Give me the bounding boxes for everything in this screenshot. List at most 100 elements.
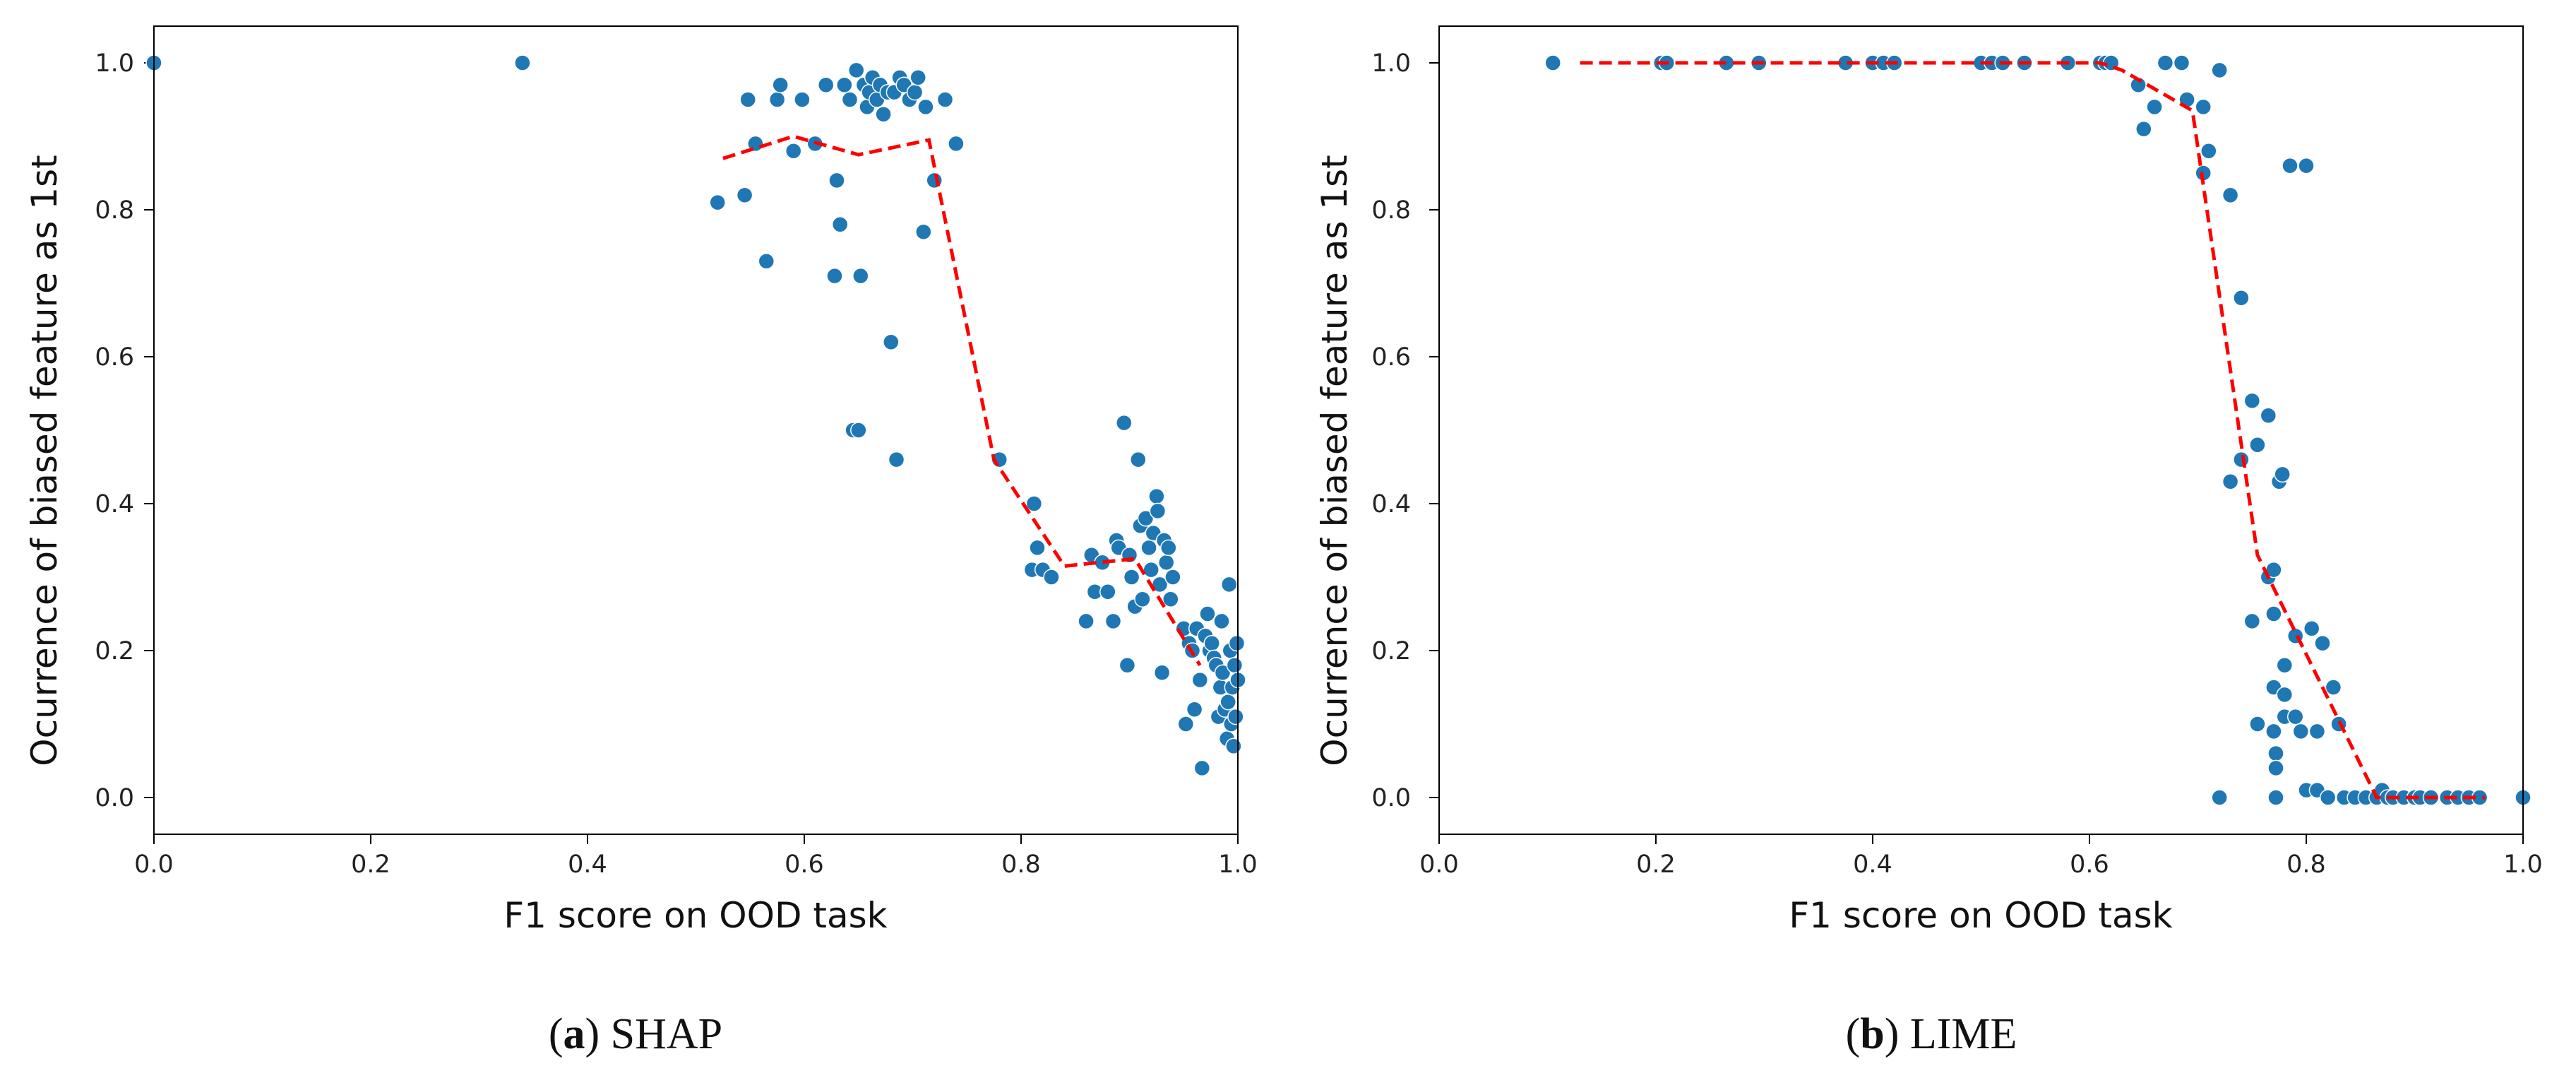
data-point xyxy=(2265,605,2282,622)
data-point xyxy=(2265,723,2282,740)
data-point xyxy=(1149,502,1167,520)
plot-frame xyxy=(1438,25,2524,835)
x-tick-label: 0.8 xyxy=(2286,850,2326,879)
x-tick-labels: 0.0 0.2 0.4 0.6 0.8 1.0 xyxy=(134,850,1258,879)
data-point xyxy=(514,54,531,71)
data-point xyxy=(2276,657,2294,674)
data-point xyxy=(1130,451,1147,468)
x-axis-label: F1 score on OOD task xyxy=(503,895,887,936)
data-point xyxy=(2130,76,2147,93)
data-point xyxy=(836,76,853,93)
data-point xyxy=(1099,583,1116,600)
data-point xyxy=(1123,569,1140,586)
y-tick-label: 0.8 xyxy=(1371,196,1411,225)
data-point xyxy=(1191,671,1209,689)
plot-frame xyxy=(153,25,1239,835)
data-point xyxy=(2303,620,2320,637)
data-point xyxy=(2267,745,2284,762)
y-tick-label: 1.0 xyxy=(95,49,134,78)
data-point xyxy=(2233,451,2250,468)
data-point xyxy=(2276,686,2294,704)
data-point xyxy=(1078,612,1095,630)
data-point xyxy=(1153,664,1171,681)
x-axis-label: F1 score on OOD task xyxy=(1789,895,2172,936)
y-ticks xyxy=(144,62,154,798)
data-point xyxy=(917,98,934,116)
y-tick-label: 0.8 xyxy=(95,196,134,225)
y-tick-label: 0.6 xyxy=(1371,343,1411,372)
caption-paren-close: ) xyxy=(585,1010,610,1058)
data-point xyxy=(2298,157,2315,174)
caption-title: LIME xyxy=(1910,1010,2017,1058)
trend-polyline xyxy=(1580,61,2486,800)
data-point xyxy=(828,172,845,189)
data-point xyxy=(852,267,869,285)
data-point xyxy=(709,194,726,211)
data-point xyxy=(1137,510,1155,527)
data-point xyxy=(2274,466,2291,483)
trend-polyline xyxy=(722,134,1202,667)
data-point xyxy=(1214,664,1232,681)
data-point xyxy=(2292,723,2310,740)
data-point xyxy=(768,91,786,108)
data-point xyxy=(948,135,965,153)
data-point xyxy=(2135,120,2152,138)
x-tick-label: 0.2 xyxy=(351,850,390,879)
data-point xyxy=(758,253,775,270)
data-point xyxy=(2319,789,2337,806)
data-point xyxy=(1148,487,1165,505)
scatter-points xyxy=(1544,54,2532,806)
x-tick-label: 0.0 xyxy=(1419,850,1459,879)
data-point xyxy=(1116,414,1133,432)
y-tick-label: 0.2 xyxy=(95,637,134,665)
data-point xyxy=(1186,701,1203,718)
data-point xyxy=(2157,54,2174,71)
y-axis-label: Ocurrence of biased feature as 1st xyxy=(24,155,65,766)
data-point xyxy=(1119,657,1136,674)
data-point xyxy=(1225,737,1242,754)
data-point xyxy=(1157,554,1175,571)
x-tick-labels: 0.0 0.2 0.4 0.6 0.8 1.0 xyxy=(1419,850,2543,879)
x-tick-label: 0.8 xyxy=(1001,850,1041,879)
data-point xyxy=(747,135,764,153)
data-point xyxy=(1227,708,1244,725)
data-point xyxy=(1228,634,1246,652)
y-axis-label: Ocurrence of biased feature as 1st xyxy=(1314,155,1355,766)
y-tick-label: 0.4 xyxy=(1371,490,1411,518)
data-point xyxy=(1143,561,1159,579)
data-point xyxy=(841,91,859,108)
data-point xyxy=(2260,407,2277,424)
x-ticks xyxy=(1438,834,2524,844)
panel-shap: Ocurrence of biased feature as 1st 0.0 0… xyxy=(24,25,1258,1058)
y-tick-label: 0.0 xyxy=(1371,784,1411,812)
data-point xyxy=(2222,186,2239,203)
data-point xyxy=(1029,539,1046,557)
data-point xyxy=(936,91,954,108)
y-tick-label: 0.0 xyxy=(95,784,134,812)
caption-letter: b xyxy=(1860,1010,1884,1058)
data-point xyxy=(1226,657,1244,674)
data-point xyxy=(817,76,835,93)
data-point xyxy=(2146,98,2163,116)
y-tick-labels: 0.0 0.2 0.4 0.6 0.8 1.0 xyxy=(1371,49,1411,812)
data-point xyxy=(2173,54,2190,71)
data-point xyxy=(915,223,932,240)
data-point xyxy=(1203,634,1220,652)
data-point xyxy=(2308,723,2326,740)
data-point xyxy=(1164,569,1181,586)
data-point xyxy=(2200,143,2217,160)
data-point xyxy=(1162,591,1179,607)
trend-line xyxy=(722,134,1202,667)
data-point xyxy=(1025,495,1043,512)
data-point xyxy=(2211,789,2228,806)
trend-line xyxy=(1580,61,2486,800)
data-point xyxy=(826,267,843,285)
data-point xyxy=(850,422,867,439)
data-point xyxy=(2267,789,2284,806)
caption-paren-close: ) xyxy=(1885,1010,1910,1058)
x-tick-label: 1.0 xyxy=(2503,850,2543,879)
data-point xyxy=(2249,437,2266,453)
data-point xyxy=(831,216,849,233)
data-point xyxy=(888,451,905,468)
